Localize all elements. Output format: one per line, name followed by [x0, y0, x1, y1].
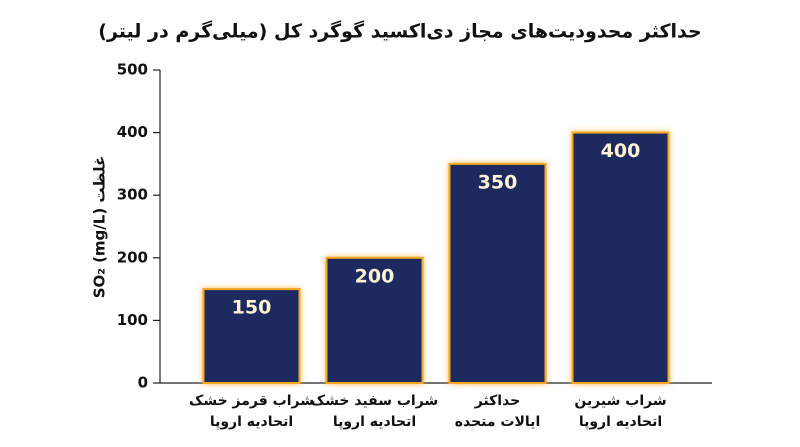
y-axis-label: غلظت SO₂ (mg/L)	[91, 156, 109, 299]
y-tick-label: 0	[138, 374, 148, 392]
value-label: 400	[601, 140, 641, 162]
value-label: 200	[355, 265, 395, 287]
y-tick-label: 100	[117, 311, 148, 329]
bar	[202, 288, 301, 385]
x-tick-label: اتحادیه اروپا	[579, 414, 662, 430]
x-tick-label: شراب شیرین	[574, 393, 666, 409]
bar	[325, 256, 424, 384]
x-tick-label: شراب قرمز خشک	[189, 393, 314, 409]
chart-title: حداکثر محدودیت‌های مجاز دی‌اکسید گوگرد ک…	[98, 20, 701, 43]
x-tick-label: اتحادیه اروپا	[210, 414, 293, 430]
y-tick-label: 500	[117, 61, 148, 79]
y-tick-label: 400	[117, 123, 148, 141]
bar	[448, 162, 547, 384]
x-tick-label: ایالات متحده	[455, 414, 541, 430]
y-tick-label: 200	[117, 248, 148, 266]
y-tick-label: 300	[117, 186, 148, 204]
x-tick-label: حداکثر	[474, 393, 521, 409]
bar	[571, 131, 670, 384]
x-tick-label: شراب سفید خشک	[311, 393, 438, 409]
x-tick-label: اتحادیه اروپا	[333, 414, 416, 430]
value-label: 150	[232, 297, 272, 319]
value-label: 350	[478, 171, 518, 193]
